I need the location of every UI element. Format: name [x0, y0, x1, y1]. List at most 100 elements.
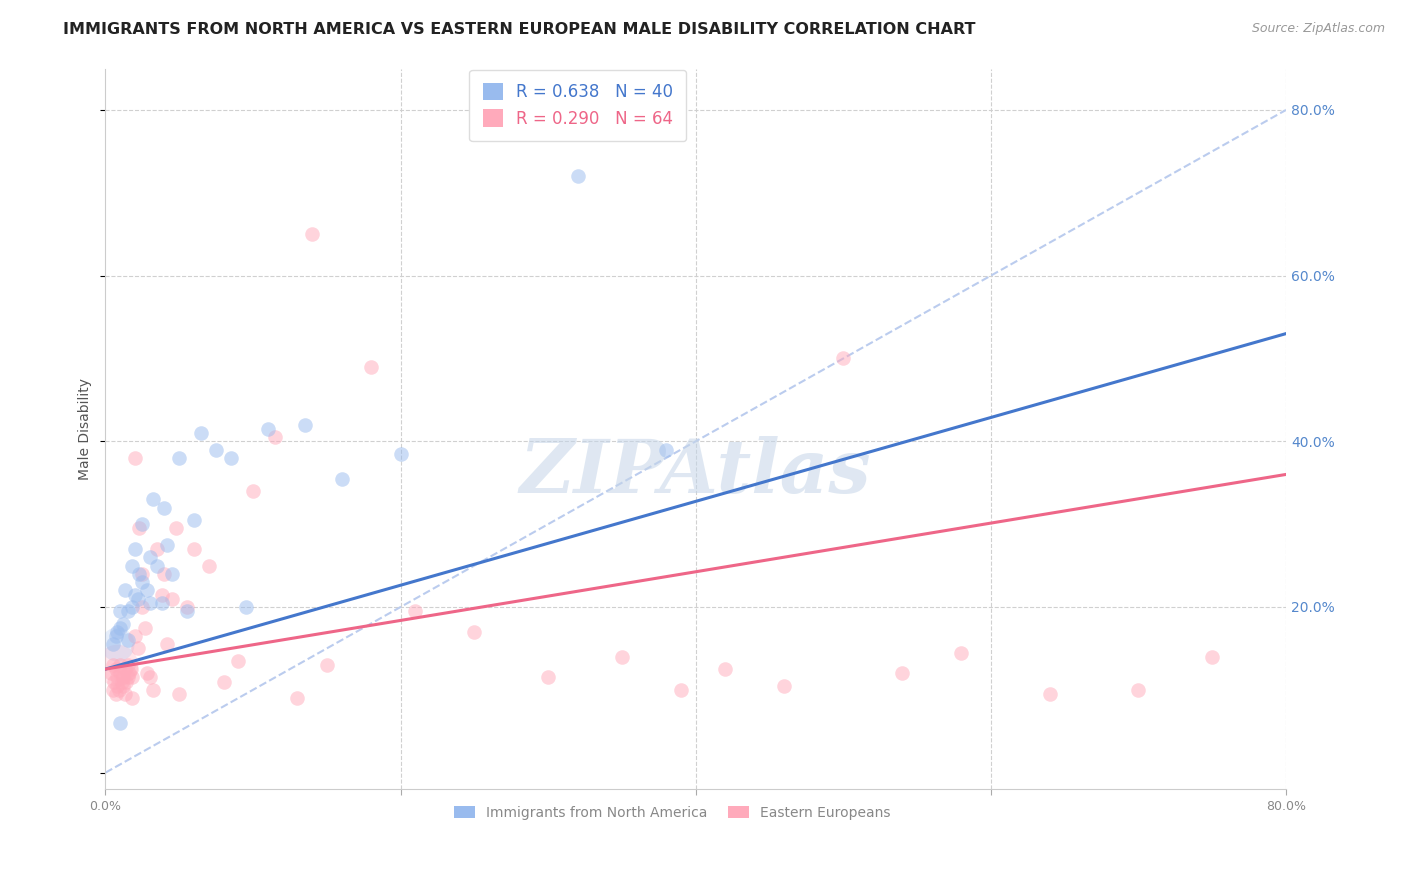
- Point: [142, 682, 165, 697]
- Point: [131, 566, 153, 581]
- Point: [294, 417, 316, 432]
- Point: [105, 670, 128, 684]
- Point: [101, 657, 124, 672]
- Point: [183, 541, 205, 556]
- Point: [301, 227, 323, 242]
- Point: [135, 583, 157, 598]
- Point: [110, 657, 132, 672]
- Point: [131, 599, 153, 614]
- Point: [121, 558, 143, 573]
- Point: [134, 621, 156, 635]
- Point: [146, 541, 169, 556]
- Text: Source: ZipAtlas.com: Source: ZipAtlas.com: [1251, 22, 1385, 36]
- Point: [242, 483, 264, 498]
- Point: [156, 538, 179, 552]
- Point: [610, 649, 633, 664]
- Point: [165, 521, 187, 535]
- Point: [110, 621, 132, 635]
- Point: [567, 169, 589, 184]
- Point: [118, 666, 141, 681]
- Point: [104, 662, 127, 676]
- Point: [105, 637, 128, 651]
- Point: [114, 583, 136, 598]
- Point: [105, 679, 128, 693]
- Point: [212, 674, 235, 689]
- Point: [256, 422, 278, 436]
- Point: [138, 596, 160, 610]
- Point: [176, 599, 198, 614]
- Point: [153, 500, 176, 515]
- Point: [107, 682, 129, 697]
- Point: [103, 674, 125, 689]
- Point: [197, 558, 219, 573]
- Point: [121, 691, 143, 706]
- Text: IMMIGRANTS FROM NORTH AMERICA VS EASTERN EUROPEAN MALE DISABILITY CORRELATION CH: IMMIGRANTS FROM NORTH AMERICA VS EASTERN…: [63, 22, 976, 37]
- Point: [160, 591, 183, 606]
- Point: [950, 646, 973, 660]
- Point: [114, 662, 136, 676]
- Point: [101, 637, 124, 651]
- Point: [167, 687, 190, 701]
- Point: [124, 629, 146, 643]
- Point: [773, 679, 796, 693]
- Point: [100, 666, 122, 681]
- Point: [153, 566, 176, 581]
- Point: [127, 591, 149, 606]
- Legend: Immigrants from North America, Eastern Europeans: Immigrants from North America, Eastern E…: [449, 800, 896, 825]
- Point: [121, 599, 143, 614]
- Point: [463, 624, 485, 639]
- Point: [891, 666, 914, 681]
- Point: [128, 521, 150, 535]
- Point: [226, 654, 249, 668]
- Point: [176, 604, 198, 618]
- Point: [135, 666, 157, 681]
- Point: [124, 450, 146, 465]
- Point: [104, 687, 127, 701]
- Point: [124, 541, 146, 556]
- Point: [219, 450, 242, 465]
- Point: [150, 588, 173, 602]
- Point: [117, 670, 139, 684]
- Point: [655, 442, 678, 457]
- Point: [112, 670, 135, 684]
- Point: [131, 575, 153, 590]
- Point: [1128, 682, 1150, 697]
- Point: [138, 550, 160, 565]
- Point: [110, 604, 132, 618]
- Point: [235, 599, 257, 614]
- Point: [120, 662, 142, 676]
- Point: [112, 679, 135, 693]
- Point: [114, 687, 136, 701]
- Point: [360, 359, 382, 374]
- Point: [128, 566, 150, 581]
- Point: [142, 492, 165, 507]
- Point: [1201, 649, 1223, 664]
- Point: [117, 604, 139, 618]
- Point: [105, 624, 128, 639]
- Point: [112, 616, 135, 631]
- Point: [127, 641, 149, 656]
- Point: [110, 666, 132, 681]
- Point: [121, 670, 143, 684]
- Point: [110, 715, 132, 730]
- Point: [101, 682, 124, 697]
- Y-axis label: Male Disability: Male Disability: [79, 378, 93, 480]
- Point: [105, 657, 128, 672]
- Point: [117, 633, 139, 648]
- Point: [330, 472, 353, 486]
- Point: [167, 450, 190, 465]
- Point: [183, 513, 205, 527]
- Point: [714, 662, 737, 676]
- Point: [156, 637, 179, 651]
- Point: [404, 604, 426, 618]
- Point: [138, 670, 160, 684]
- Point: [117, 657, 139, 672]
- Point: [160, 566, 183, 581]
- Point: [104, 629, 127, 643]
- Point: [190, 425, 212, 440]
- Point: [264, 430, 287, 444]
- Point: [115, 674, 138, 689]
- Point: [205, 442, 228, 457]
- Point: [111, 674, 134, 689]
- Point: [389, 447, 412, 461]
